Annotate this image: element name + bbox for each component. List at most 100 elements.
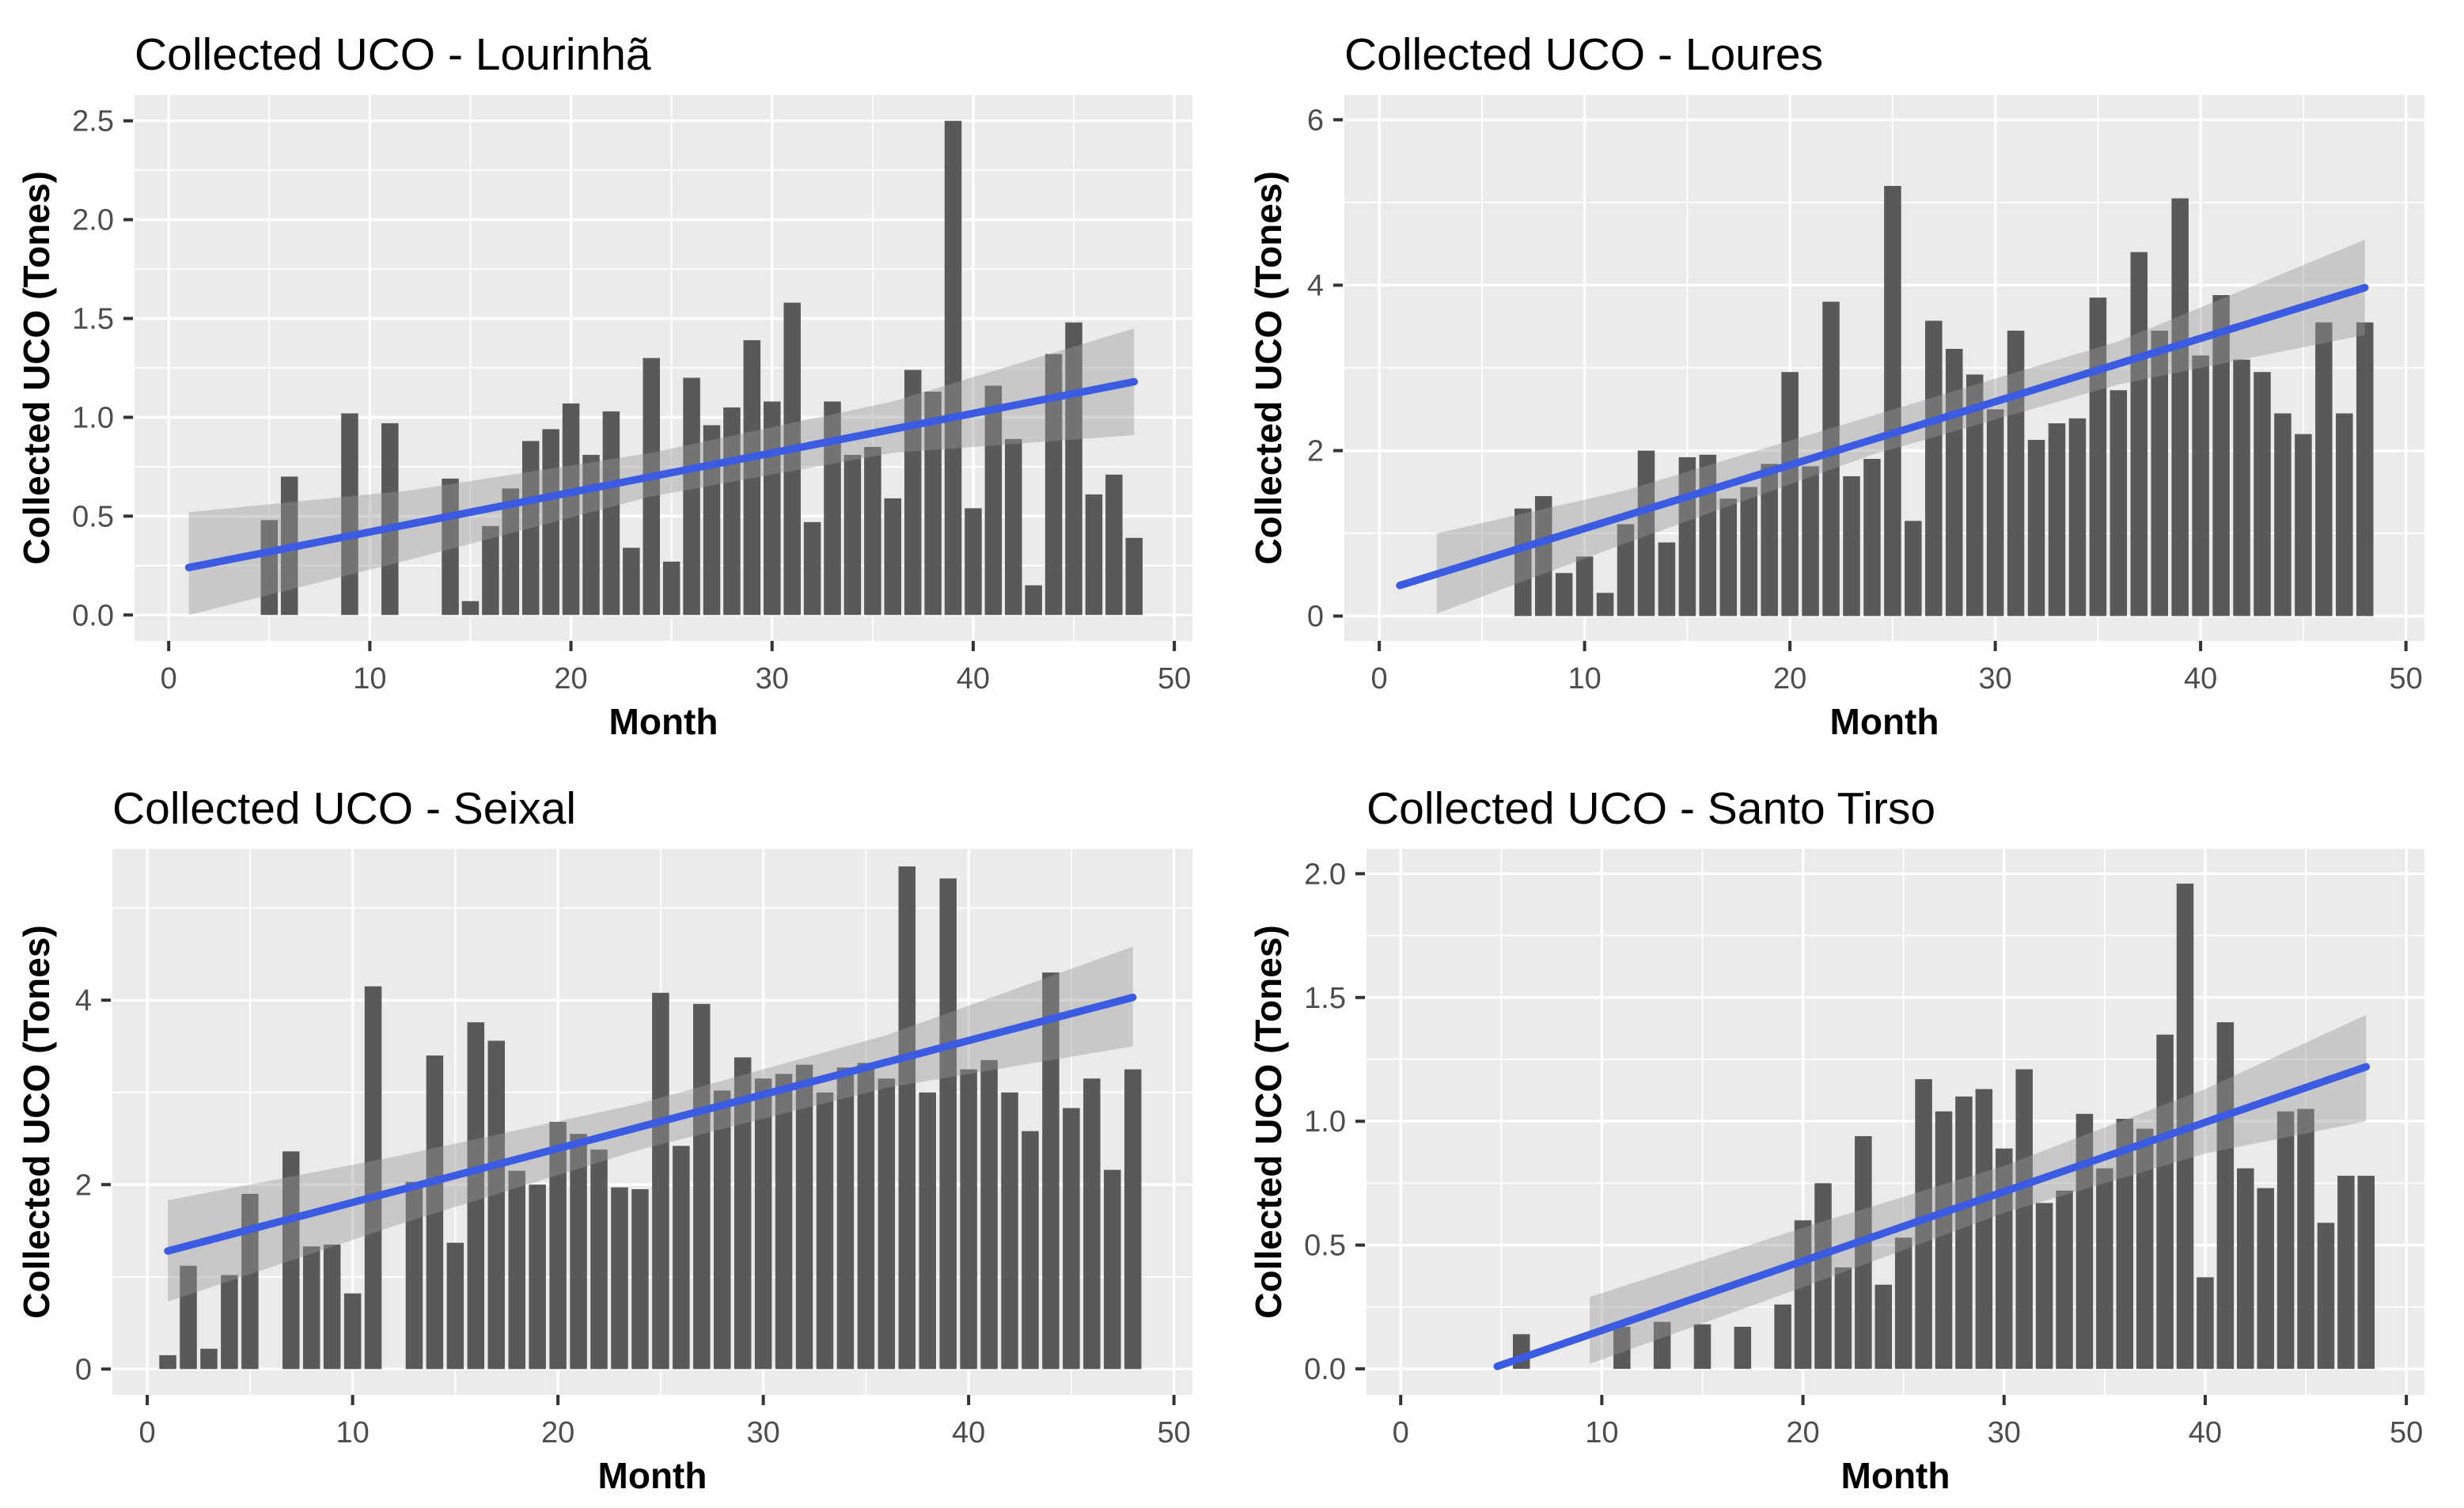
x-tick-label: 40	[957, 662, 990, 695]
bar-month-11	[364, 986, 382, 1370]
bar-month-46	[2315, 322, 2333, 616]
bar-month-21	[582, 454, 600, 616]
bar-month-9	[341, 413, 358, 616]
chart-loures: 0 10 20 30 40 50 0 2 4 6 Month Collected UCO (Tones…	[1232, 0, 2464, 754]
bar-month-36	[2110, 390, 2128, 616]
bar-month-37	[898, 866, 916, 1370]
bar-month-18	[521, 441, 540, 616]
chart-svg: 0 10 20 30 40 50 0 2 4 6 Month Collected UCO (Tones…	[1248, 29, 2424, 742]
bar-month-1	[159, 1355, 176, 1370]
bar-month-43	[2257, 1188, 2274, 1370]
y-tick-label: 1.5	[72, 303, 114, 336]
bar-month-12	[1617, 524, 1635, 616]
y-tick-label: 0.5	[1304, 1230, 1346, 1263]
y-tick-label: 2.5	[72, 105, 114, 138]
chart-svg: 0 10 20 30 40 50 0 2 4 Month Collected UCO (Tones)…	[16, 783, 1192, 1496]
bar-month-45	[1063, 1108, 1080, 1370]
x-axis-title: Month	[1830, 701, 1939, 742]
bar-month-20	[562, 403, 580, 616]
bar-month-13	[1653, 1321, 1671, 1370]
bar-month-37	[904, 369, 922, 616]
y-axis-title: Collected UCO (Tones)	[1248, 171, 1289, 565]
bar-month-21	[570, 1134, 587, 1370]
bar-month-47	[1105, 474, 1123, 616]
y-tick-label: 0.0	[1304, 1353, 1346, 1386]
bar-month-27	[1925, 320, 1943, 616]
bar-month-23	[1843, 476, 1860, 616]
bar-month-34	[836, 1067, 855, 1370]
bar-month-43	[1025, 585, 1042, 616]
x-tick-label: 40	[2184, 662, 2217, 695]
bar-month-29	[1966, 374, 1984, 616]
y-tick-label: 4	[75, 984, 92, 1017]
bar-month-24	[631, 1189, 649, 1370]
bar-month-36	[878, 1078, 896, 1370]
bar-month-19	[529, 1184, 546, 1370]
bar-month-29	[734, 1057, 752, 1370]
bar-month-33	[2056, 1190, 2073, 1370]
bar-month-26	[1915, 1079, 1932, 1370]
x-tick-label: 10	[335, 1416, 369, 1449]
bar-month-23	[1855, 1135, 1872, 1370]
bar-month-10	[343, 1293, 362, 1370]
x-tick-label: 30	[756, 662, 789, 695]
bar-month-33	[2048, 423, 2066, 616]
bar-month-34	[2075, 1113, 2094, 1370]
confidence-band	[1590, 1014, 2367, 1364]
y-tick-label: 0	[75, 1353, 92, 1386]
bar-month-17	[1734, 1326, 1752, 1370]
bar-month-27	[693, 1003, 711, 1370]
bar-month-44	[2274, 413, 2292, 616]
bar-month-22	[1834, 1267, 1852, 1370]
bar-month-32	[803, 521, 821, 616]
bar-month-44	[1044, 354, 1063, 616]
bar-month-42	[1005, 438, 1022, 616]
y-tick-label: 0.0	[72, 599, 114, 632]
bar-month-11	[1613, 1326, 1631, 1370]
bar-month-19	[542, 429, 559, 616]
bar-month-45	[2295, 434, 2312, 616]
x-tick-label: 0	[161, 662, 177, 695]
bar-month-10	[1575, 556, 1594, 616]
chart-seixal: 0 10 20 30 40 50 0 2 4 Month Collected UCO (Tones)…	[0, 754, 1232, 1508]
bar-month-22	[590, 1149, 608, 1370]
bar-month-39	[2171, 198, 2189, 616]
x-tick-label: 10	[1567, 662, 1601, 695]
chart-santo-tirso: 0 10 20 30 40 50 0.0 0.5 1.0 1.5 2.0 Month Collected…	[1232, 754, 2464, 1508]
bar-month-31	[2007, 330, 2025, 616]
bar-month-41	[984, 385, 1003, 616]
x-tick-label: 0	[139, 1416, 156, 1449]
bar-month-11	[381, 422, 399, 616]
bar-month-35	[864, 446, 881, 616]
bar-month-25	[662, 561, 680, 616]
bar-month-48	[1124, 1069, 1142, 1370]
bar-month-48	[2357, 1176, 2375, 1370]
bar-month-4	[221, 1275, 238, 1370]
chart-title: Collected UCO - Santo Tirso	[1367, 783, 1935, 834]
bar-month-39	[944, 120, 962, 616]
bar-month-45	[2297, 1108, 2314, 1370]
bar-month-47	[2336, 413, 2353, 616]
bar-month-23	[611, 1187, 628, 1370]
x-tick-label: 40	[2189, 1416, 2222, 1449]
bar-month-2	[180, 1265, 197, 1370]
x-tick-label: 10	[353, 662, 386, 695]
x-tick-label: 30	[1988, 1416, 2021, 1449]
y-tick-label: 2	[75, 1169, 92, 1202]
bar-month-24	[1875, 1284, 1892, 1370]
y-tick-label: 1.5	[1304, 982, 1346, 1015]
x-tick-label: 0	[1393, 1416, 1409, 1449]
bar-month-32	[2035, 1203, 2053, 1370]
y-axis-title: Collected UCO (Tones)	[16, 171, 57, 565]
bar-month-47	[1104, 1169, 1121, 1370]
bar-month-36	[2116, 1119, 2134, 1370]
bar-month-37	[2136, 1128, 2154, 1370]
bar-month-41	[2212, 295, 2230, 616]
bar-month-44	[1042, 972, 1060, 1370]
bar-month-5	[241, 1193, 259, 1370]
bar-month-41	[2216, 1022, 2235, 1370]
bar-month-8	[1534, 496, 1552, 616]
bar-month-40	[2197, 1277, 2214, 1370]
bar-month-8	[302, 1246, 320, 1370]
bar-month-32	[795, 1064, 813, 1370]
